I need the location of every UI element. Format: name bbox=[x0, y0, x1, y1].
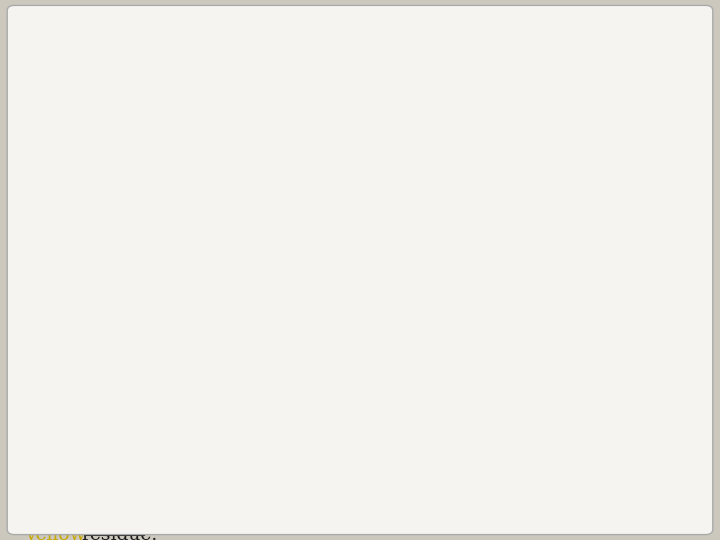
Text: 2: 2 bbox=[150, 496, 158, 510]
Text: Cr: Cr bbox=[301, 491, 330, 509]
Text: 7: 7 bbox=[153, 338, 162, 352]
Text: O: O bbox=[157, 214, 173, 232]
Text: O(l): O(l) bbox=[509, 333, 545, 350]
Text: ions to: ions to bbox=[189, 491, 265, 509]
Text: as itself is oxidized to sulphur.: as itself is oxidized to sulphur. bbox=[85, 249, 378, 267]
Text: 2-: 2- bbox=[178, 482, 191, 496]
Text: 2-: 2- bbox=[178, 205, 191, 219]
Text: (aq)+6H+(aq)-> 4S(aq)+2Cr: (aq)+6H+(aq)-> 4S(aq)+2Cr bbox=[172, 333, 449, 351]
Text: 2: 2 bbox=[133, 338, 142, 352]
Text: Explanation:: Explanation: bbox=[24, 139, 144, 157]
Text: 2: 2 bbox=[150, 219, 158, 233]
Text: 3+: 3+ bbox=[410, 324, 429, 338]
Text: 7: 7 bbox=[171, 496, 179, 510]
Text: Chemical/ionic equation:: Chemical/ionic equation: bbox=[24, 293, 260, 310]
Text: green: green bbox=[254, 491, 309, 509]
Text: residue: residue bbox=[24, 249, 95, 267]
Text: Cr: Cr bbox=[125, 491, 154, 509]
Text: (IV)oxide gas.: (IV)oxide gas. bbox=[24, 411, 156, 430]
Text: yellow: yellow bbox=[24, 526, 86, 540]
Text: leaving a  yellow solid: leaving a yellow solid bbox=[387, 214, 595, 232]
Text: S(aq)+Cr: S(aq)+Cr bbox=[56, 333, 146, 351]
Text: 2: 2 bbox=[49, 338, 58, 352]
Text: from: from bbox=[24, 491, 76, 509]
Text: ions to green Cr: ions to green Cr bbox=[189, 214, 348, 232]
Text: 3+: 3+ bbox=[326, 482, 346, 496]
Text: residue.: residue. bbox=[82, 526, 158, 540]
Text: Observation:: Observation: bbox=[24, 19, 146, 37]
Text: Sulphur(IV)oxide also reduces acidified potassium dichromate(VI): Sulphur(IV)oxide also reduces acidified … bbox=[24, 456, 650, 474]
Text: 3+: 3+ bbox=[326, 205, 346, 219]
Text: 112: 112 bbox=[569, 410, 593, 423]
Text: 2-: 2- bbox=[161, 324, 174, 338]
Text: ions: ions bbox=[343, 214, 394, 232]
Text: Orange acidified potassium dichromate (VI) turns to green.: Orange acidified potassium dichromate (V… bbox=[24, 59, 587, 78]
Text: Yellow solid residue.: Yellow solid residue. bbox=[24, 94, 218, 113]
Text: (aq) +7H: (aq) +7H bbox=[426, 333, 514, 351]
Text: O: O bbox=[140, 333, 156, 350]
Text: from orange Cr: from orange Cr bbox=[24, 214, 171, 232]
Text: This test is used for differentiating Hydrogen sulphide and sulphur: This test is used for differentiating Hy… bbox=[24, 376, 660, 395]
Text: 2: 2 bbox=[502, 338, 510, 352]
Text: ions: ions bbox=[343, 491, 394, 509]
Text: 4H: 4H bbox=[24, 333, 53, 350]
Text: without leaving a: without leaving a bbox=[387, 491, 550, 509]
Text: O: O bbox=[157, 491, 173, 509]
Text: orange: orange bbox=[68, 491, 134, 509]
Text: Hydrogen sulphide gas reduces acidified potassium dichromate(VI): Hydrogen sulphide gas reduces acidified … bbox=[24, 179, 663, 197]
Text: www.jokangoye.com: www.jokangoye.com bbox=[371, 410, 500, 423]
Text: 7: 7 bbox=[171, 219, 179, 233]
